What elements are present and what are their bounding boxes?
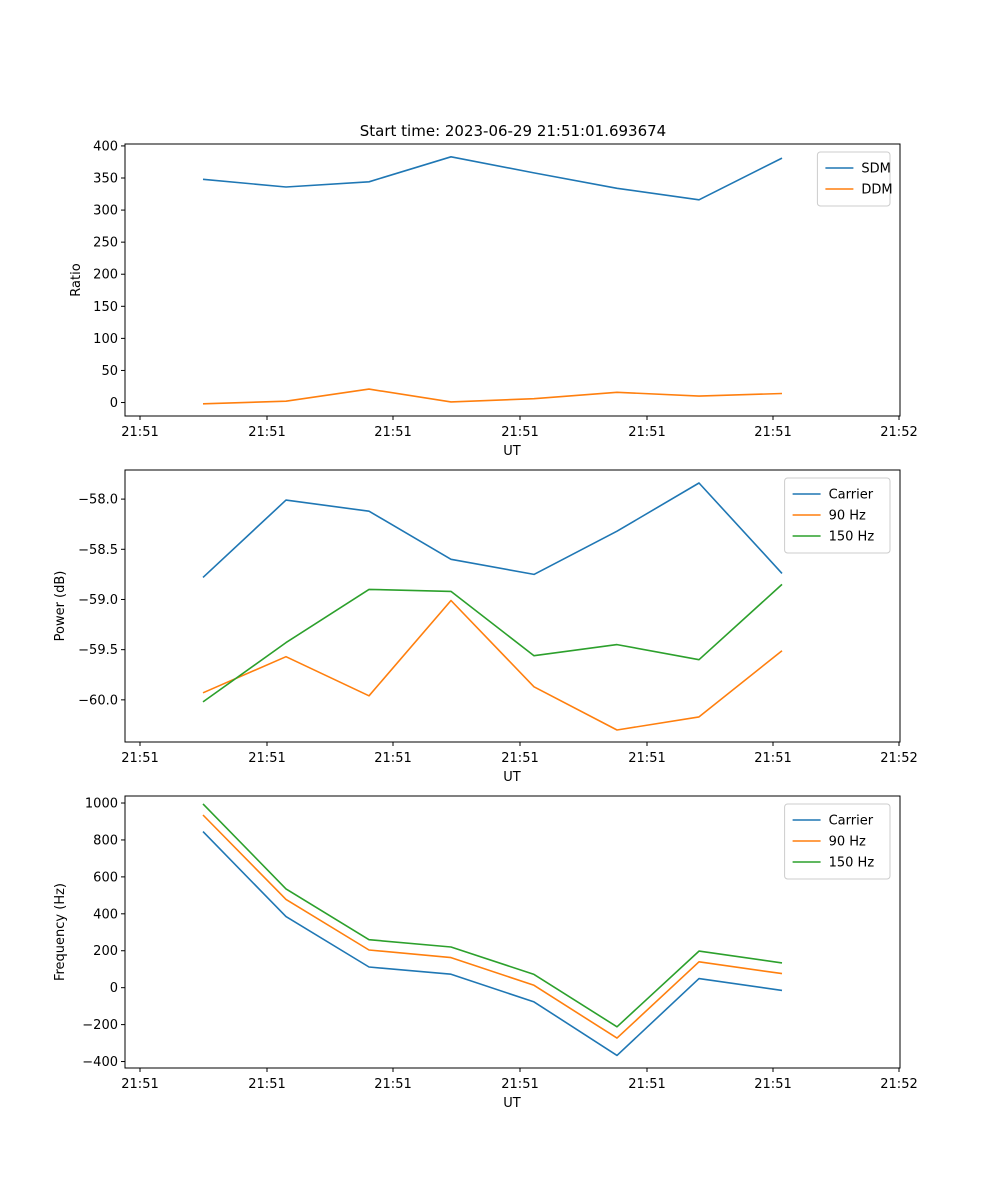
x-tick-label: 21:52 xyxy=(880,425,917,440)
y-tick-label: 350 xyxy=(93,172,118,187)
x-tick-label: 21:51 xyxy=(374,1077,411,1092)
x-axis-label: UT xyxy=(503,770,521,785)
legend-label: Carrier xyxy=(829,814,874,829)
legend-box xyxy=(784,803,891,880)
x-tick-label: 21:51 xyxy=(121,425,158,440)
x-tick-label: 21:51 xyxy=(754,1077,791,1092)
legend-label: 90 Hz xyxy=(829,835,866,850)
series-line-carrier xyxy=(202,831,783,1057)
x-tick-label: 21:51 xyxy=(628,425,665,440)
legend-box xyxy=(784,477,891,554)
axes-frame xyxy=(124,143,901,417)
x-tick-label: 21:52 xyxy=(880,1077,917,1092)
y-tick-label: 50 xyxy=(101,364,118,379)
x-axis-label: UT xyxy=(503,1096,521,1111)
legend-label: SDM xyxy=(861,162,890,177)
x-tick-label: 21:51 xyxy=(501,1077,538,1092)
x-tick-label: 21:51 xyxy=(628,751,665,766)
subplots: 21:51 21:51 21:51 21:51 21:51 21:51 21:52 0 50 10… xyxy=(53,139,918,1111)
x-tick-label: 21:51 xyxy=(121,751,158,766)
x-tick-label: 21:51 xyxy=(754,425,791,440)
legend: Carrier 90 Hz 150 Hz xyxy=(784,803,891,880)
legend-box xyxy=(816,151,891,207)
y-tick-label: 0 xyxy=(110,981,118,996)
legend-label: DDM xyxy=(861,183,892,198)
y-tick-label: 800 xyxy=(93,833,118,848)
y-tick-label: 300 xyxy=(93,204,118,219)
y-tick-label: 200 xyxy=(93,944,118,959)
legend: Carrier 90 Hz 150 Hz xyxy=(784,477,891,554)
legend-label: 150 Hz xyxy=(829,530,875,545)
legend: SDM DDM xyxy=(816,151,893,207)
y-tick-label: −58.5 xyxy=(78,543,118,558)
y-axis-label: Frequency (Hz) xyxy=(53,883,68,981)
x-tick-label: 21:51 xyxy=(374,425,411,440)
series-line-sdm xyxy=(202,156,783,201)
legend-label: 150 Hz xyxy=(829,856,875,871)
legend-label: 90 Hz xyxy=(829,509,866,524)
y-tick-label: −58.0 xyxy=(78,493,118,508)
x-tick-label: 21:51 xyxy=(248,1077,285,1092)
y-tick-label: −59.5 xyxy=(78,643,118,658)
y-tick-label: −60.0 xyxy=(78,693,118,708)
series-line-150-hz xyxy=(202,583,783,703)
series-line-carrier xyxy=(202,482,783,578)
subplot-3: 21:51 21:51 21:51 21:51 21:51 21:51 21:52 −400 −… xyxy=(53,795,918,1111)
series-line-150-hz xyxy=(202,803,783,1028)
x-tick-label: 21:51 xyxy=(501,425,538,440)
y-tick-label: −59.0 xyxy=(78,593,118,608)
y-tick-label: 150 xyxy=(93,300,118,315)
subplot-2: 21:51 21:51 21:51 21:51 21:51 21:51 21:52 −60.0… xyxy=(53,469,918,785)
series-line-90-hz xyxy=(202,599,783,731)
x-tick-label: 21:51 xyxy=(248,751,285,766)
x-tick-label: 21:51 xyxy=(248,425,285,440)
axes-frame xyxy=(124,469,901,743)
subplot-1: 21:51 21:51 21:51 21:51 21:51 21:51 21:52 0 50 10… xyxy=(69,139,918,459)
y-tick-label: 400 xyxy=(93,139,118,154)
series-line-ddm xyxy=(202,388,783,405)
y-tick-label: 100 xyxy=(93,332,118,347)
x-tick-label: 21:51 xyxy=(121,1077,158,1092)
x-tick-label: 21:51 xyxy=(754,751,791,766)
y-axis-label: Power (dB) xyxy=(53,571,68,642)
y-tick-label: −200 xyxy=(82,1018,118,1033)
axes-frame xyxy=(124,795,901,1069)
series-line-90-hz xyxy=(202,814,783,1039)
y-axis-label: Ratio xyxy=(69,263,84,296)
x-axis-label: UT xyxy=(503,444,521,459)
x-tick-label: 21:51 xyxy=(374,751,411,766)
x-tick-label: 21:51 xyxy=(628,1077,665,1092)
y-tick-label: 250 xyxy=(93,236,118,251)
y-tick-label: 1000 xyxy=(85,797,118,812)
y-tick-label: 0 xyxy=(110,396,118,411)
y-tick-label: 600 xyxy=(93,870,118,885)
legend-label: Carrier xyxy=(829,488,874,503)
y-tick-label: 200 xyxy=(93,268,118,283)
y-tick-label: 400 xyxy=(93,907,118,922)
x-tick-label: 21:51 xyxy=(501,751,538,766)
y-tick-label: −400 xyxy=(82,1055,118,1070)
figure-title: Start time: 2023-06-29 21:51:01.693674 xyxy=(360,122,666,140)
x-tick-label: 21:52 xyxy=(880,751,917,766)
